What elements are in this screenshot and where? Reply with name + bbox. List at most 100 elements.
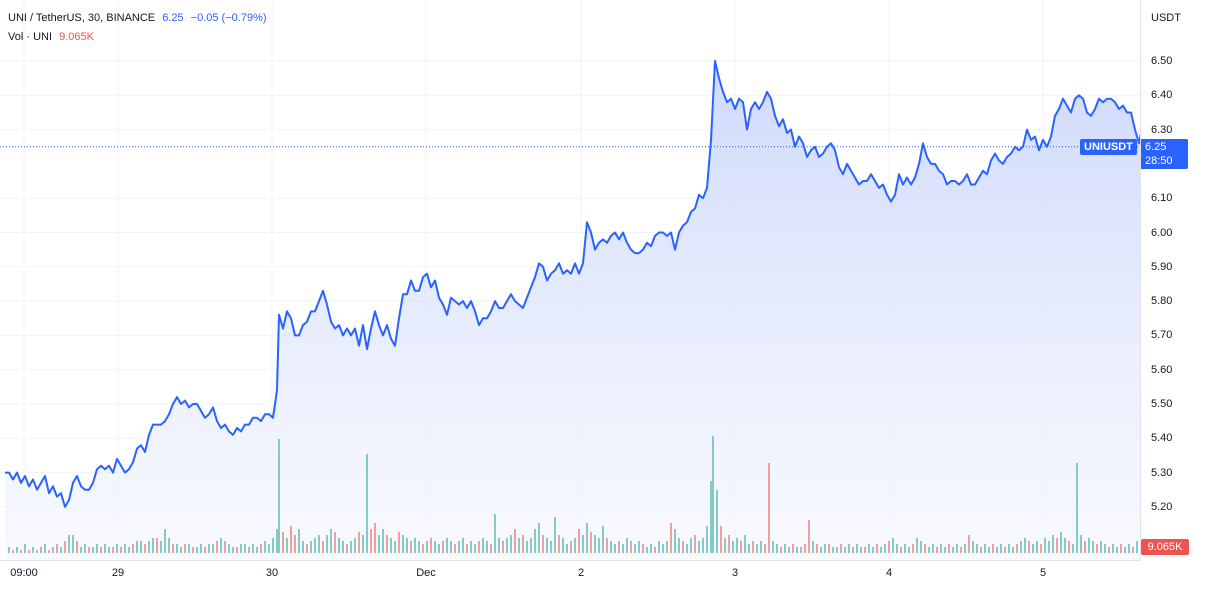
volume-bar	[132, 544, 134, 553]
time-tick-label: 5	[1039, 567, 1047, 579]
volume-bar	[784, 544, 786, 553]
volume-bar	[1076, 463, 1078, 553]
volume-bar	[720, 526, 722, 553]
volume-bar	[128, 547, 130, 553]
volume-bar	[232, 547, 234, 553]
volume-bar	[522, 535, 524, 553]
volume-bar	[318, 535, 320, 553]
volume-bar	[1092, 541, 1094, 553]
volume-bar	[992, 544, 994, 553]
volume-bar	[876, 544, 878, 553]
volume-bar	[326, 535, 328, 553]
volume-bar	[52, 547, 54, 553]
volume-bar	[916, 538, 918, 553]
symbol-price-tag: UNIUSDT	[1080, 139, 1137, 155]
volume-bar	[248, 547, 250, 553]
volume-bar	[702, 538, 704, 553]
volume-bar	[884, 544, 886, 553]
volume-bar	[928, 547, 930, 553]
volume-bar	[514, 529, 516, 553]
volume-bar	[586, 523, 588, 553]
volume-bar	[1096, 544, 1098, 553]
volume-label[interactable]: Vol · UNI	[8, 31, 53, 43]
volume-bar	[610, 541, 612, 553]
volume-bar	[780, 547, 782, 553]
volume-bar	[1056, 538, 1058, 553]
symbol-legend[interactable]: UNI / TetherUS, 30, BINANCE 6.25 −0.05 (…	[8, 12, 271, 24]
volume-bar	[828, 544, 830, 553]
volume-bar	[936, 547, 938, 553]
volume-bar	[984, 544, 986, 553]
volume-bar	[864, 547, 866, 553]
volume-bar	[904, 544, 906, 553]
volume-bar	[756, 544, 758, 553]
volume-bar	[752, 541, 754, 553]
price-line[interactable]	[5, 60, 1140, 508]
volume-bar	[920, 541, 922, 553]
volume-bar	[298, 529, 300, 553]
volume-bar	[88, 547, 90, 553]
volume-bar	[900, 547, 902, 553]
time-tick-label: 09:00	[10, 567, 38, 579]
price-tick-label: 5.20	[1151, 500, 1173, 513]
volume-bar	[160, 541, 162, 553]
price-tick-label: 5.30	[1151, 466, 1173, 479]
volume-bar	[394, 541, 396, 553]
volume-bar	[236, 547, 238, 553]
volume-bar	[860, 547, 862, 553]
price-chart[interactable]	[0, 0, 1140, 560]
volume-bar	[868, 544, 870, 553]
volume-bar	[670, 523, 672, 553]
volume-bar	[24, 544, 26, 553]
volume-bar	[278, 439, 280, 553]
volume-bar	[530, 538, 532, 553]
volume-bar	[740, 541, 742, 553]
volume-bar	[200, 544, 202, 553]
volume-bar	[1040, 544, 1042, 553]
volume-bar	[302, 541, 304, 553]
volume-bar	[732, 541, 734, 553]
volume-bar	[370, 529, 372, 553]
volume-bar	[880, 547, 882, 553]
volume-bar	[808, 520, 810, 553]
volume-bar	[944, 547, 946, 553]
volume-bar	[776, 544, 778, 553]
volume-bar	[180, 547, 182, 553]
volume-bar	[816, 544, 818, 553]
volume-bar	[406, 538, 408, 553]
volume-bar	[490, 544, 492, 553]
volume-bar	[72, 535, 74, 553]
volume-bar	[264, 541, 266, 553]
volume-legend[interactable]: Vol · UNI 9.065K	[8, 31, 98, 43]
volume-bar	[1020, 541, 1022, 553]
symbol-title[interactable]: UNI / TetherUS, 30, BINANCE	[8, 12, 156, 24]
volume-bar	[1016, 544, 1018, 553]
volume-bar	[960, 547, 962, 553]
volume-bar	[534, 529, 536, 553]
volume-bar	[486, 541, 488, 553]
volume-bar	[414, 538, 416, 553]
volume-bar	[1132, 547, 1134, 553]
volume-bar	[972, 541, 974, 553]
volume-bar	[398, 532, 400, 553]
volume-bar	[724, 538, 726, 553]
volume-bar	[286, 538, 288, 553]
volume-bar	[56, 544, 58, 553]
volume-bar	[542, 535, 544, 553]
volume-bar	[948, 544, 950, 553]
volume-bar	[1104, 544, 1106, 553]
time-tick-label: 29	[111, 567, 125, 579]
volume-bar	[996, 547, 998, 553]
volume-bar	[228, 544, 230, 553]
volume-bar	[260, 544, 262, 553]
volume-bar	[626, 538, 628, 553]
time-axis[interactable]: 09:00 29 30 Dec 2 3 4 5	[0, 560, 1140, 589]
volume-bar	[1048, 541, 1050, 553]
volume-bar	[712, 436, 714, 553]
volume-bar	[156, 538, 158, 553]
volume-bar	[562, 538, 564, 553]
price-axis[interactable]: USDT 6.50 6.40 6.30 6.10 6.00 5.90 5.80 5.70 5.6…	[1140, 0, 1208, 560]
volume-bar	[736, 538, 738, 553]
volume-bar	[212, 544, 214, 553]
